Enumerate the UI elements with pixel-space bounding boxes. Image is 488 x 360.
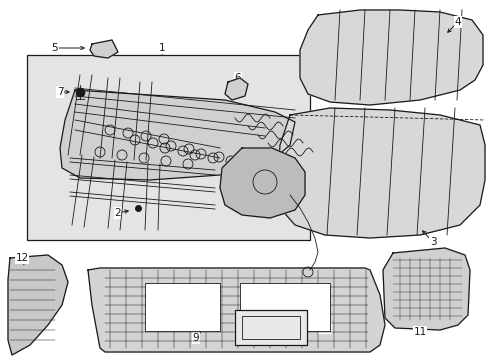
Bar xyxy=(242,316,299,339)
Polygon shape xyxy=(278,108,484,238)
Text: 4: 4 xyxy=(454,17,460,27)
Text: 10: 10 xyxy=(318,323,331,333)
Polygon shape xyxy=(224,78,247,100)
Text: 8: 8 xyxy=(281,183,288,193)
Bar xyxy=(235,310,306,345)
Polygon shape xyxy=(299,10,482,105)
Text: 12: 12 xyxy=(15,253,29,263)
Bar xyxy=(27,55,309,240)
Polygon shape xyxy=(382,248,469,330)
Polygon shape xyxy=(8,255,68,355)
Text: 5: 5 xyxy=(52,43,58,53)
Text: 6: 6 xyxy=(234,73,241,83)
Text: 9: 9 xyxy=(192,333,199,343)
Polygon shape xyxy=(220,148,305,218)
Bar xyxy=(145,283,220,331)
Text: 7: 7 xyxy=(57,87,63,97)
Polygon shape xyxy=(88,268,384,352)
Bar xyxy=(240,283,329,331)
Text: 11: 11 xyxy=(412,327,426,337)
Text: 1: 1 xyxy=(159,43,165,53)
Text: 2: 2 xyxy=(115,208,121,218)
Polygon shape xyxy=(60,90,294,180)
Polygon shape xyxy=(90,40,118,58)
Text: 3: 3 xyxy=(429,237,435,247)
